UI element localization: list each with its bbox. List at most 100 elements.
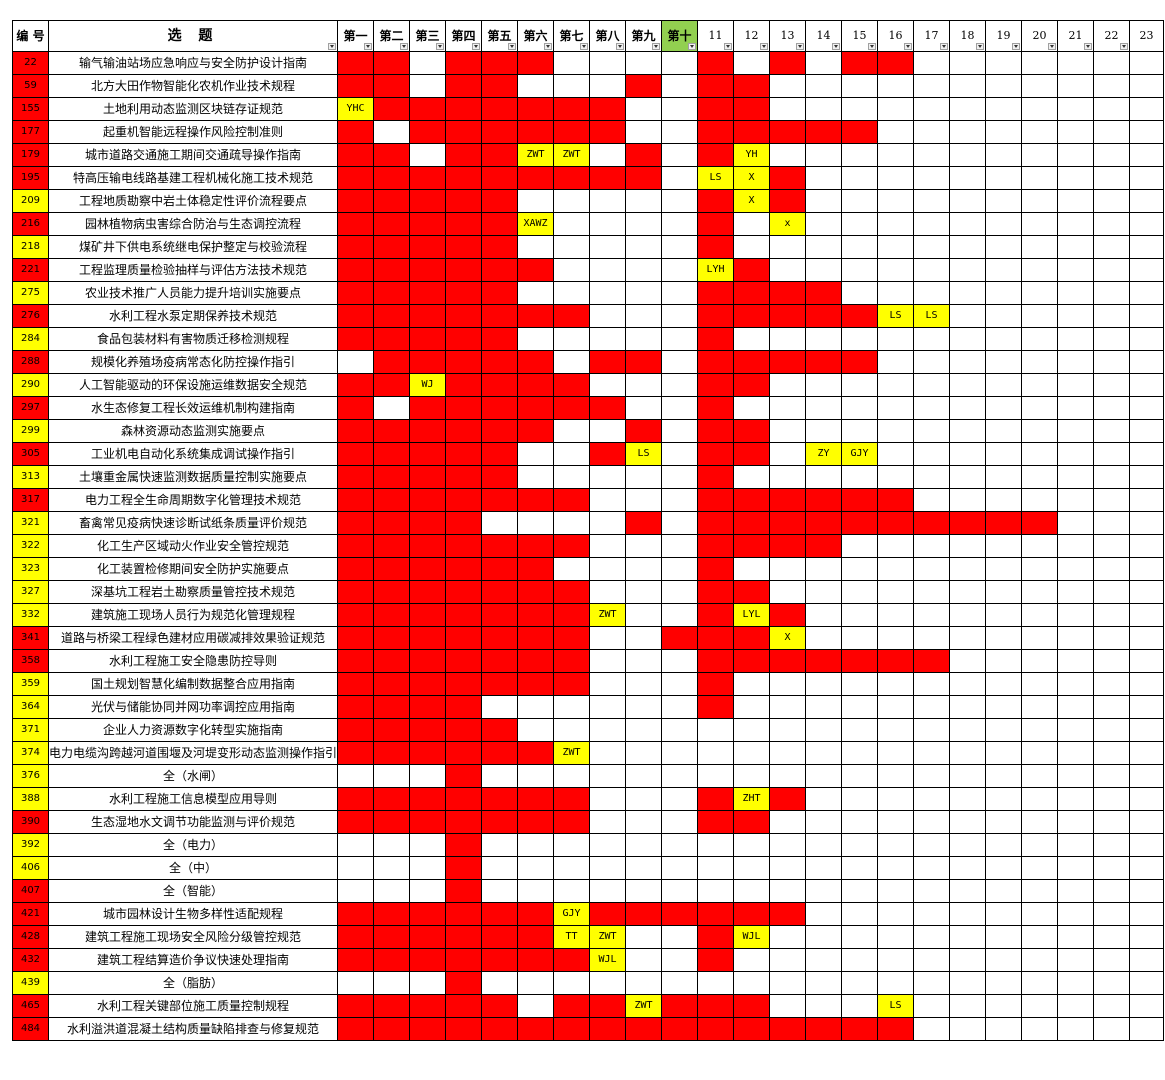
grid-cell[interactable] [985,304,1023,328]
grid-cell[interactable] [661,1017,699,1041]
grid-cell[interactable] [805,350,843,374]
grid-cell[interactable] [373,994,411,1018]
grid-cell[interactable] [1057,672,1095,696]
grid-cell[interactable] [589,557,627,581]
grid-cell[interactable] [1129,580,1165,604]
grid-cell[interactable] [1129,925,1165,949]
grid-cell[interactable] [337,327,375,351]
row-topic-cell[interactable]: 全（水闸） [47,764,339,788]
grid-cell[interactable] [1021,419,1059,443]
grid-cell[interactable] [949,879,987,903]
grid-cell[interactable] [913,557,951,581]
grid-cell[interactable] [445,534,483,558]
grid-cell[interactable] [409,281,447,305]
grid-cell[interactable] [769,787,807,811]
filter-dropdown-icon[interactable] [1120,43,1129,50]
grid-cell[interactable] [625,649,663,673]
grid-cell[interactable] [1021,718,1059,742]
grid-cell[interactable] [913,948,951,972]
grid-cell[interactable] [913,120,951,144]
grid-cell[interactable] [805,649,843,673]
grid-cell[interactable] [949,718,987,742]
grid-cell[interactable] [337,948,375,972]
grid-cell[interactable] [337,166,375,190]
row-topic-cell[interactable]: 土地利用动态监测区块链存证规范 [47,97,339,121]
grid-cell[interactable] [1057,718,1095,742]
grid-cell[interactable] [409,419,447,443]
grid-cell[interactable] [697,442,735,466]
grid-cell[interactable] [589,281,627,305]
grid-cell[interactable] [949,212,987,236]
grid-cell[interactable] [661,350,699,374]
grid-cell[interactable] [769,810,807,834]
grid-cell[interactable] [661,810,699,834]
row-topic-cell[interactable]: 全（电力） [47,833,339,857]
grid-cell[interactable] [337,649,375,673]
grid-cell[interactable] [517,281,555,305]
row-topic-cell[interactable]: 水利工程施工安全隐患防控导则 [47,649,339,673]
grid-cell[interactable] [517,258,555,282]
grid-cell[interactable] [877,925,915,949]
grid-cell[interactable] [409,396,447,420]
row-topic-cell[interactable]: 工业机电自动化系统集成调试操作指引 [47,442,339,466]
grid-cell[interactable] [481,97,519,121]
header-topic[interactable]: 选 题 [47,20,339,52]
grid-cell[interactable] [805,465,843,489]
grid-cell[interactable] [589,649,627,673]
grid-cell[interactable] [1093,74,1131,98]
grid-cell[interactable] [697,304,735,328]
grid-cell[interactable] [517,948,555,972]
row-id-cell[interactable]: 428 [12,925,49,949]
grid-cell[interactable] [949,948,987,972]
grid-cell[interactable] [517,373,555,397]
grid-cell[interactable] [841,534,879,558]
grid-cell[interactable] [949,787,987,811]
grid-cell[interactable] [625,51,663,75]
grid-cell[interactable] [445,51,483,75]
grid-cell[interactable] [877,465,915,489]
grid-cell[interactable] [625,833,663,857]
grid-cell[interactable] [1129,948,1165,972]
grid-cell[interactable] [553,626,591,650]
grid-cell[interactable] [805,810,843,834]
row-id-cell[interactable]: 290 [12,373,49,397]
grid-cell[interactable] [1093,51,1131,75]
grid-cell[interactable] [337,971,375,995]
grid-cell[interactable] [733,879,771,903]
grid-cell[interactable] [445,902,483,926]
grid-cell[interactable] [445,741,483,765]
grid-cell[interactable] [1129,695,1165,719]
grid-cell[interactable] [1093,166,1131,190]
grid-cell[interactable] [1057,603,1095,627]
grid-cell[interactable] [949,672,987,696]
grid-cell[interactable] [1057,741,1095,765]
grid-cell[interactable] [409,856,447,880]
grid-cell[interactable] [517,465,555,489]
header-col-14[interactable]: 14 [805,20,843,52]
grid-cell[interactable]: X [769,626,807,650]
grid-cell[interactable] [661,281,699,305]
row-topic-cell[interactable]: 城市道路交通施工期间交通疏导操作指南 [47,143,339,167]
grid-cell[interactable] [697,51,735,75]
grid-cell[interactable] [805,143,843,167]
grid-cell[interactable] [625,143,663,167]
grid-cell[interactable] [769,373,807,397]
grid-cell[interactable] [517,97,555,121]
grid-cell[interactable] [409,74,447,98]
grid-cell[interactable] [985,971,1023,995]
grid-cell[interactable] [589,994,627,1018]
grid-cell[interactable] [1057,925,1095,949]
grid-cell[interactable] [1093,787,1131,811]
grid-cell[interactable] [949,649,987,673]
grid-cell[interactable] [1129,902,1165,926]
grid-cell[interactable] [805,764,843,788]
grid-cell[interactable] [661,626,699,650]
grid-cell[interactable] [553,879,591,903]
grid-cell[interactable] [913,741,951,765]
header-col-11[interactable]: 11 [697,20,735,52]
grid-cell[interactable] [1129,511,1165,535]
grid-cell[interactable] [373,695,411,719]
grid-cell[interactable] [1021,695,1059,719]
grid-cell[interactable] [1093,718,1131,742]
grid-cell[interactable] [877,718,915,742]
